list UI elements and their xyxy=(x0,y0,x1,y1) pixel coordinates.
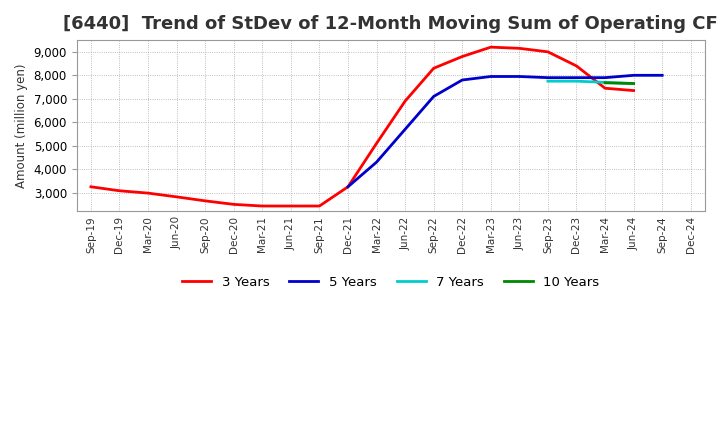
Y-axis label: Amount (million yen): Amount (million yen) xyxy=(15,63,28,188)
Legend: 3 Years, 5 Years, 7 Years, 10 Years: 3 Years, 5 Years, 7 Years, 10 Years xyxy=(177,270,605,294)
Title: [6440]  Trend of StDev of 12-Month Moving Sum of Operating CF: [6440] Trend of StDev of 12-Month Moving… xyxy=(63,15,719,33)
